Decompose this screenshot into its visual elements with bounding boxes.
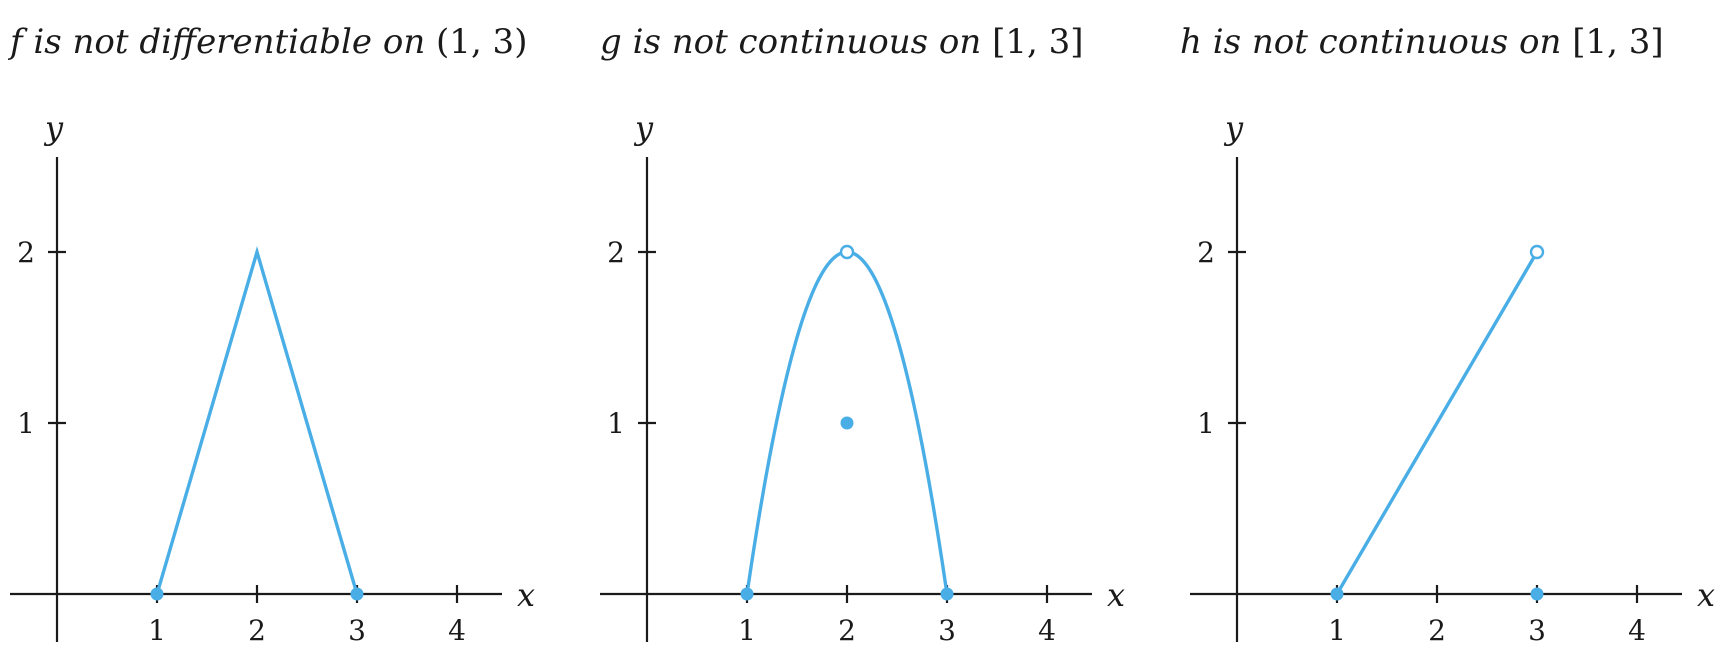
x-tick-label: 2 <box>248 614 266 647</box>
filled-point-marker <box>940 587 954 601</box>
x-tick-label: 1 <box>738 614 756 647</box>
x-tick-label: 2 <box>1428 614 1446 647</box>
title-statement: is not differentiable on <box>22 22 437 62</box>
series-curve <box>155 245 359 595</box>
title-interval: (1, 3) <box>436 22 528 62</box>
title-interval: [1, 3] <box>1572 22 1664 62</box>
y-tick-label: 1 <box>17 407 35 440</box>
x-tick-label: 3 <box>1528 614 1546 647</box>
x-tick-label: 4 <box>448 614 466 647</box>
y-tick-label: 2 <box>1197 236 1215 269</box>
y-axis-label: y <box>43 109 64 147</box>
title-function-name: g <box>600 22 622 62</box>
x-tick-label: 4 <box>1038 614 1056 647</box>
x-tick-label: 2 <box>838 614 856 647</box>
x-axis-label: x <box>517 576 535 614</box>
y-axis-label: y <box>1223 109 1244 147</box>
x-tick-label: 1 <box>1328 614 1346 647</box>
title-statement: is not continuous on <box>1201 22 1573 62</box>
y-tick-label: 2 <box>607 236 625 269</box>
y-tick-label: 1 <box>607 407 625 440</box>
title-interval: [1, 3] <box>992 22 1084 62</box>
open-endpoint-marker <box>1529 244 1545 260</box>
filled-point-marker <box>1530 587 1544 601</box>
x-tick-label: 4 <box>1628 614 1646 647</box>
x-tick-label: 1 <box>148 614 166 647</box>
y-axis-label: y <box>633 109 654 147</box>
filled-point-marker <box>150 587 164 601</box>
x-axis-label: x <box>1697 576 1715 614</box>
y-tick-label: 2 <box>17 236 35 269</box>
panel-title-h: h is not continuous on [1, 3] <box>1180 22 1664 62</box>
x-axis-label: x <box>1107 576 1125 614</box>
filled-point-marker <box>1330 587 1344 601</box>
x-tick-label: 3 <box>348 614 366 647</box>
filled-point-marker <box>840 416 854 430</box>
title-function-name: f <box>10 22 23 62</box>
series-curve <box>1335 251 1539 595</box>
x-tick-label: 3 <box>938 614 956 647</box>
panel-title-g: g is not continuous on [1, 3] <box>600 22 1084 62</box>
title-statement: is not continuous on <box>621 22 993 62</box>
title-function-name: h <box>1180 22 1202 62</box>
y-tick-label: 1 <box>1197 407 1215 440</box>
panel-title-f: f is not differentiable on (1, 3) <box>10 22 527 62</box>
filled-point-marker <box>350 587 364 601</box>
open-endpoint-marker <box>839 244 855 260</box>
filled-point-marker <box>740 587 754 601</box>
